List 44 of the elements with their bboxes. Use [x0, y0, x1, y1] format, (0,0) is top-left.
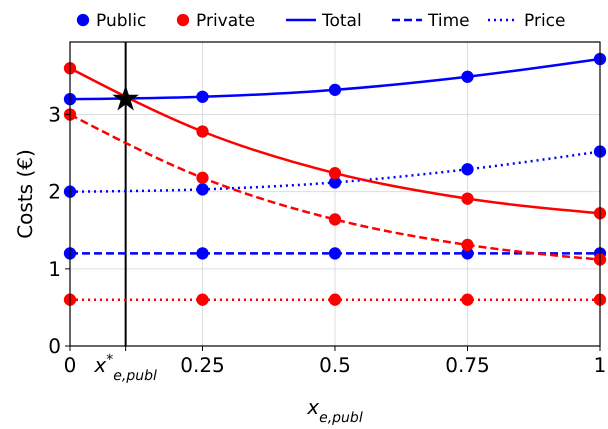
point: [461, 70, 474, 83]
point: [196, 183, 209, 196]
point: [196, 247, 209, 260]
x-axis-title: x$_{e,publ}$: [306, 395, 363, 426]
point: [461, 238, 474, 252]
point: [114, 86, 138, 110]
point: [328, 294, 342, 306]
point: [196, 125, 209, 138]
legend-label: Time: [427, 11, 470, 31]
point: [461, 294, 474, 306]
y-axis-title: Costs (€): [13, 149, 37, 239]
point: [461, 192, 474, 205]
point: [461, 163, 474, 176]
y-tick-label: 3: [48, 102, 61, 127]
point: [64, 108, 76, 121]
point: [328, 167, 342, 180]
point: [594, 145, 606, 158]
point: [64, 247, 76, 260]
point: [328, 84, 342, 96]
point: [64, 92, 76, 106]
point: [64, 294, 76, 306]
point: [594, 52, 606, 66]
y-tick-label: 0: [48, 334, 61, 358]
x-tick-label: 1: [594, 353, 606, 377]
point: [64, 186, 76, 198]
legend-label: Private: [196, 11, 256, 31]
legend-label: Price: [524, 11, 566, 31]
x-tick-label: 0.5: [319, 353, 351, 377]
point: [328, 213, 342, 226]
x-tick-label: 0: [64, 353, 76, 377]
x-tick-label: 0.75: [445, 353, 490, 377]
point: [196, 294, 209, 306]
point: [594, 253, 606, 266]
point: [64, 62, 76, 74]
point: [196, 172, 209, 184]
point: [594, 207, 606, 220]
point: [328, 247, 342, 260]
legend-label: Public: [96, 11, 146, 31]
y-tick-label: 1: [48, 256, 61, 281]
point: [196, 90, 209, 103]
point: [594, 294, 606, 306]
y-tick-label: 2: [48, 180, 61, 204]
x-tick-label: 0.25: [180, 353, 225, 377]
legend-label: Total: [321, 11, 362, 31]
